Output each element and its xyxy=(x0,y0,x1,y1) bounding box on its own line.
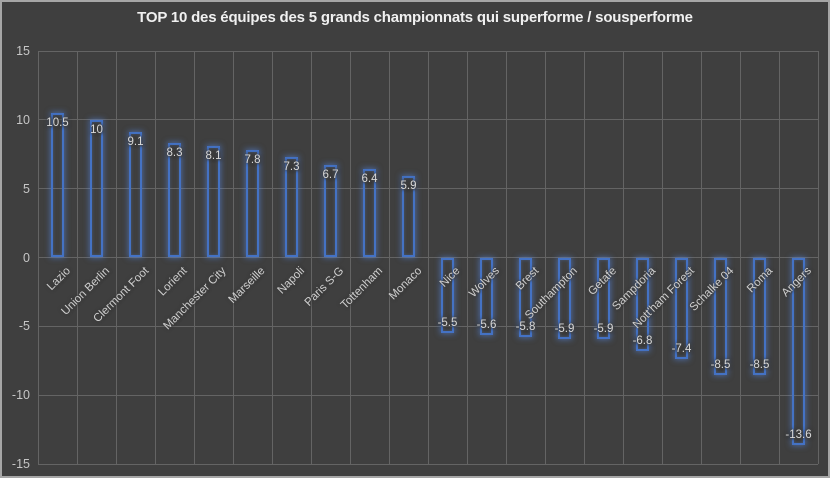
bar-value-label: 6.4 xyxy=(361,173,378,186)
y-axis-tick-label: 0 xyxy=(23,250,30,265)
gridline-v xyxy=(310,51,312,464)
bar-schalke-04 xyxy=(714,257,727,375)
bar-union-berlin xyxy=(90,119,103,258)
gridline-v xyxy=(349,51,351,464)
gridline-h--15 xyxy=(38,463,818,465)
bar-value-label: 7.3 xyxy=(283,161,300,173)
gridline-v xyxy=(544,51,546,464)
gridline-v xyxy=(271,51,273,464)
gridline-v xyxy=(193,51,195,464)
bar-napoli xyxy=(285,157,298,258)
bar-value-label: 5.9 xyxy=(400,180,417,193)
y-axis-tick-label: -10 xyxy=(11,388,30,403)
gridline-v xyxy=(76,51,78,464)
y-axis-tick-label: 10 xyxy=(16,112,30,127)
bar-manchester-city xyxy=(207,145,220,258)
category-label-lazio: Lazio xyxy=(45,264,73,293)
bar-value-label: -5.9 xyxy=(593,322,614,335)
gridline-v xyxy=(622,51,624,464)
bar-sampdoria xyxy=(636,257,649,352)
bar-nott-ham-forest xyxy=(675,257,688,360)
bar-lorient xyxy=(168,143,181,258)
bar-value-label: 10.5 xyxy=(46,116,69,129)
bar-value-label: -8.5 xyxy=(710,358,731,371)
bar-tottenham xyxy=(363,169,376,258)
bar-southampton xyxy=(558,257,571,339)
bar-nice xyxy=(441,257,454,334)
bar-angers xyxy=(792,257,805,445)
bar-value-label: -6.8 xyxy=(632,335,653,348)
bar-value-label: -13.6 xyxy=(785,428,812,441)
bar-wolves xyxy=(480,257,493,335)
bar-marseille xyxy=(246,150,259,258)
bar-value-label: -5.8 xyxy=(515,321,536,334)
gridline-v xyxy=(817,51,819,464)
gridline-v xyxy=(778,51,780,464)
bar-value-label: 10 xyxy=(90,123,103,136)
category-label-napoli: Napoli xyxy=(275,264,307,297)
y-axis-tick-label: -15 xyxy=(11,457,30,471)
gridline-v xyxy=(700,51,702,464)
bar-value-label: 7.8 xyxy=(244,154,261,167)
category-label-lorient: Lorient xyxy=(156,264,190,298)
bar-value-label: 6.7 xyxy=(322,169,339,182)
y-axis-tick-label: -5 xyxy=(18,319,30,334)
bar-paris-s-g xyxy=(324,165,337,258)
bar-clermont-foot xyxy=(129,132,142,258)
gridline-v xyxy=(505,51,507,464)
plot-area: 10.5 Lazio 10 Union Berlin 9.1 Clermont Foot 8… xyxy=(37,50,819,465)
gridline-v xyxy=(427,51,429,464)
gridline-v xyxy=(661,51,663,464)
gridline-v xyxy=(739,51,741,464)
gridline-v xyxy=(232,51,234,464)
bar-lazio xyxy=(51,112,64,258)
bar-value-label: -7.4 xyxy=(671,343,692,356)
bar-value-label: -5.6 xyxy=(476,318,497,331)
bar-value-label: 8.1 xyxy=(205,149,222,162)
gridline-v xyxy=(154,51,156,464)
bar-monaco xyxy=(402,176,415,258)
gridline-v xyxy=(115,51,117,464)
category-label-monaco: Monaco xyxy=(386,264,424,302)
bar-getafe xyxy=(597,257,610,339)
bar-value-label: 8.3 xyxy=(166,147,183,160)
chart-title: TOP 10 des équipes des 5 grands champion… xyxy=(137,9,693,26)
gridline-v xyxy=(388,51,390,464)
gridline-v xyxy=(583,51,585,464)
gridline-v xyxy=(37,51,39,464)
bar-value-label: -5.9 xyxy=(554,322,575,335)
bar-value-label: -8.5 xyxy=(749,358,770,371)
y-axis-tick-label: 5 xyxy=(23,181,30,196)
bar-brest xyxy=(519,257,532,338)
y-axis-tick-label: 15 xyxy=(16,44,30,58)
bar-roma xyxy=(753,257,766,375)
bar-value-label: -5.5 xyxy=(437,317,458,330)
gridline-v xyxy=(466,51,468,464)
bar-value-label: 9.1 xyxy=(127,136,144,149)
